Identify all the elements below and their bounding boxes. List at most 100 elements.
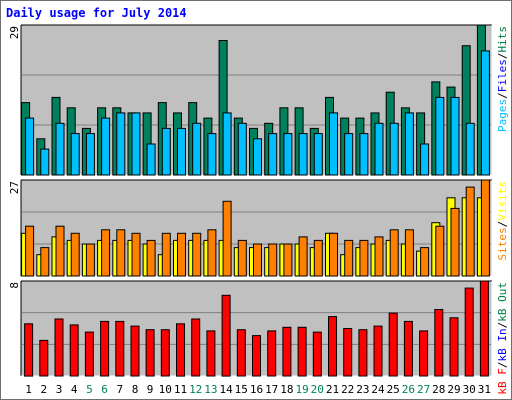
x-tick-label-17: 17 [265, 383, 278, 396]
panel-kbytes: 8 kB F/kB In/kB Out [8, 280, 509, 395]
legend-item: / [496, 322, 509, 329]
bar-kb-f-31 [479, 280, 489, 377]
bar-pages-9 [146, 143, 156, 176]
bar-sites-24 [374, 236, 384, 277]
bar-kb-f-20 [312, 331, 322, 377]
bar-pages-18 [283, 133, 293, 176]
bar-pages-8 [131, 112, 141, 176]
x-tick-label-18: 18 [280, 383, 293, 396]
bar-kb-f-6 [100, 320, 110, 377]
x-tick-label-13: 13 [204, 383, 217, 396]
bar-pages-21 [329, 112, 338, 176]
x-tick-label-10: 10 [159, 383, 172, 396]
bar-pages-6 [101, 117, 111, 176]
x-tick-label-9: 9 [147, 383, 154, 396]
bar-sites-6 [101, 229, 111, 277]
bar-sites-13 [207, 229, 217, 277]
bar-kb-f-1 [24, 323, 34, 377]
bar-pages-12 [192, 122, 202, 176]
bar-sites-23 [359, 239, 369, 277]
bar-kb-f-9 [145, 329, 155, 377]
bar-pages-13 [207, 133, 217, 176]
bar-sites-22 [344, 239, 354, 277]
bar-kb-f-14 [221, 294, 231, 377]
bar-kb-f-3 [54, 318, 64, 377]
bar-kb-f-12 [191, 318, 201, 377]
bar-kb-f-2 [39, 339, 49, 377]
bar-sites-7 [116, 229, 126, 277]
bar-pages-20 [313, 133, 323, 176]
bar-kb-f-23 [358, 329, 368, 377]
bar-kb-f-21 [328, 316, 337, 377]
bar-pages-1 [25, 117, 35, 176]
x-tick-label-14: 14 [219, 383, 233, 396]
x-tick-label-29: 29 [447, 383, 460, 396]
bar-kb-f-28 [434, 309, 444, 377]
x-tick-label-30: 30 [463, 383, 476, 396]
y-max-label: 27 [8, 181, 21, 194]
bar-sites-1 [25, 225, 35, 277]
legend-item: / [496, 362, 509, 369]
bar-kb-f-18 [282, 326, 292, 377]
bar-kb-f-4 [69, 324, 79, 377]
bar-kb-f-8 [130, 325, 140, 377]
bar-kb-f-30 [464, 287, 474, 377]
bar-sites-10 [161, 232, 171, 277]
y-max-label: 8 [8, 282, 21, 289]
legend-item: kB In [496, 328, 509, 361]
legend-item: Sites [496, 227, 509, 260]
legend-item: / [496, 53, 509, 60]
bar-sites-16 [253, 243, 262, 277]
bar-pages-23 [359, 133, 369, 176]
x-tick-label-19: 19 [295, 383, 308, 396]
x-tick-label-4: 4 [71, 383, 78, 396]
y-max-label: 29 [8, 26, 21, 39]
bar-kb-f-17 [267, 330, 277, 377]
x-tick-label-20: 20 [311, 383, 324, 396]
bar-kb-f-26 [403, 320, 413, 377]
bar-pages-16 [253, 138, 262, 176]
bar-kb-f-24 [373, 325, 383, 377]
legend-item: kB Out [496, 282, 509, 322]
x-tick-label-22: 22 [341, 383, 354, 396]
x-tick-label-1: 1 [25, 383, 32, 396]
bar-sites-14 [222, 200, 232, 277]
bar-kb-f-7 [115, 320, 125, 377]
bar-sites-11 [177, 232, 186, 277]
bar-kb-f-10 [160, 329, 170, 377]
x-tick-label-27: 27 [417, 383, 430, 396]
x-tick-label-24: 24 [371, 383, 385, 396]
legend-kbytes: kB F/kB In/kB Out [496, 282, 509, 395]
x-tick-label-11: 11 [174, 383, 187, 396]
bar-pages-27 [420, 143, 430, 176]
bar-kb-f-11 [176, 323, 185, 377]
bar-kb-f-22 [343, 328, 353, 377]
bar-sites-31 [480, 179, 490, 277]
legend-hits-files-pages: Pages/Files/Hits [496, 26, 509, 132]
bar-kb-f-19 [297, 326, 307, 377]
bar-pages-5 [85, 133, 95, 176]
bar-kb-f-15 [236, 329, 246, 377]
legend-item: Pages [496, 99, 509, 132]
bar-kb-f-25 [388, 312, 398, 377]
bar-pages-26 [404, 112, 414, 176]
bar-pages-22 [344, 133, 354, 176]
x-tick-label-26: 26 [402, 383, 415, 396]
x-tick-label-7: 7 [116, 383, 123, 396]
bar-kb-f-27 [419, 330, 429, 377]
x-tick-label-25: 25 [387, 383, 400, 396]
bar-sites-19 [298, 236, 308, 277]
legend-item: Visits [496, 181, 509, 221]
bar-pages-25 [389, 122, 399, 176]
bar-sites-17 [268, 243, 278, 277]
bar-pages-10 [161, 127, 171, 176]
bar-sites-28 [435, 225, 445, 277]
x-tick-label-31: 31 [478, 383, 491, 396]
bar-pages-31 [480, 50, 490, 176]
legend-item: / [496, 221, 509, 228]
x-tick-label-21: 21 [326, 383, 339, 396]
bar-sites-8 [131, 232, 141, 277]
bar-sites-15 [237, 239, 247, 277]
